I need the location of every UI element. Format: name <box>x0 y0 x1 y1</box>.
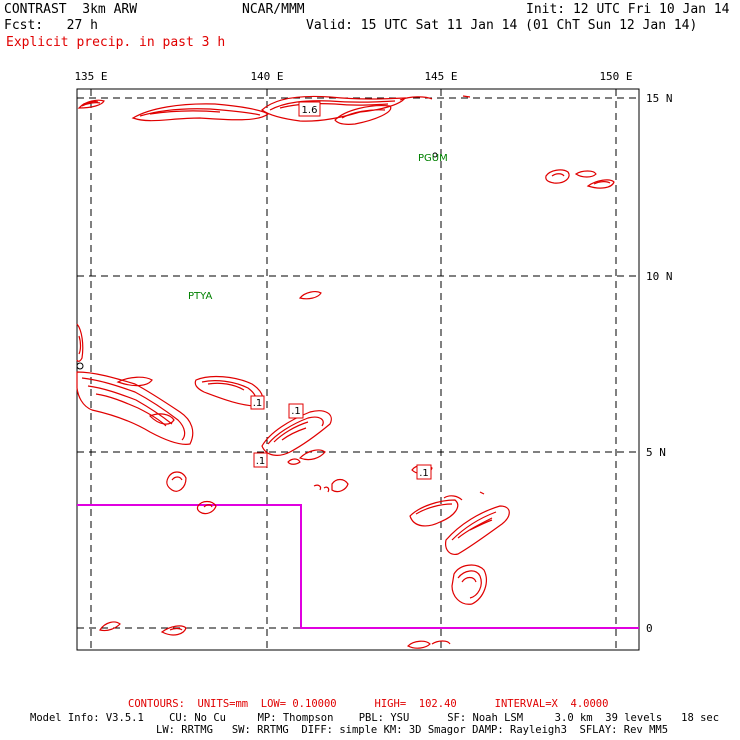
precip-contour <box>76 371 194 445</box>
lat-label-15n: 15 N <box>646 92 673 105</box>
precip-contour <box>298 449 326 461</box>
map-frame <box>76 88 640 651</box>
precip-contour <box>334 105 392 125</box>
precip-contour <box>160 625 187 636</box>
contour-label: .1 <box>419 468 429 479</box>
model-title: CONTRAST 3km ARW <box>4 2 138 17</box>
precip-contour <box>323 486 330 493</box>
precip-contour <box>451 564 487 605</box>
precip-contour <box>406 640 431 649</box>
contour-label: .1 <box>256 456 266 467</box>
model-info-line-1: Model Info: V3.5.1 CU: No Cu MP: Thompso… <box>30 712 720 724</box>
precip-contour <box>83 101 99 105</box>
precip-contour <box>76 323 84 362</box>
precip-contour <box>81 377 186 441</box>
precip-contour <box>166 471 187 492</box>
precip-contour <box>443 495 463 501</box>
precip-contour <box>586 179 615 189</box>
nest-boundary <box>77 504 639 629</box>
precip-contour <box>267 416 324 445</box>
precip-contour <box>99 621 121 632</box>
precip-contour <box>273 421 309 443</box>
precip-contour <box>148 413 175 425</box>
precip-contour <box>261 95 407 122</box>
precip-contour <box>87 385 173 425</box>
precip-contour <box>331 478 349 493</box>
precip-contour <box>551 173 565 177</box>
precip-contour <box>593 181 611 185</box>
precip-contour <box>298 291 322 300</box>
precip-contour <box>78 335 82 355</box>
contour-labels: 1.6 .1 .1 .1 .1 <box>250 101 432 480</box>
model-info-line-2: LW: RRTMG SW: RRTMG DIFF: simple KM: 3D … <box>156 724 669 736</box>
precip-contour <box>409 499 459 527</box>
forecast-hour: Fcst: 27 h <box>4 18 98 33</box>
contour-label-box <box>416 464 432 480</box>
precip-contour <box>171 476 183 481</box>
precip-contour <box>95 393 167 427</box>
station-dot <box>432 152 438 158</box>
precip-contour <box>313 484 322 491</box>
lat-label-10n: 10 N <box>646 270 673 283</box>
lon-label-140: 140 E <box>250 70 283 83</box>
precip-contour <box>457 570 482 599</box>
contour-label-box <box>298 101 321 117</box>
precip-contour <box>461 576 477 583</box>
contour-label: .1 <box>253 398 263 409</box>
precip-contour <box>116 376 153 387</box>
precip-contour <box>269 100 396 111</box>
contour-label: 1.6 <box>302 105 318 116</box>
precip-contour <box>169 627 183 631</box>
contour-label-box <box>253 452 268 468</box>
precip-contour <box>207 382 245 391</box>
precip-contour <box>445 505 510 555</box>
station-markers: PGUM PTYA <box>76 152 448 370</box>
precip-contour <box>341 109 386 119</box>
contour-info: CONTOURS: UNITS=mm LOW= 0.10000 HIGH= 10… <box>128 698 609 710</box>
station-label-ptya: PTYA <box>188 291 212 302</box>
precip-contour <box>462 95 471 98</box>
precip-contour <box>431 640 451 645</box>
precip-contour <box>287 458 301 465</box>
station-label-pgum: PGUM <box>418 153 448 164</box>
precip-contour <box>281 427 307 441</box>
precip-contour <box>81 102 101 107</box>
precip-contours <box>76 95 615 649</box>
valid-time: Valid: 15 UTC Sat 11 Jan 14 (01 ChT Sun … <box>306 18 698 33</box>
precip-contour <box>196 500 217 515</box>
lat-label-5n: 5 N <box>646 446 666 459</box>
precip-contour <box>415 503 453 515</box>
precip-contour <box>261 410 332 456</box>
precip-contour <box>451 511 497 541</box>
island-outline <box>76 362 84 370</box>
precip-contour <box>399 96 433 101</box>
contour-label-box <box>288 403 304 419</box>
precip-contour <box>469 519 493 531</box>
precip-contour <box>545 169 570 184</box>
init-time: Init: 12 UTC Fri 10 Jan 14 <box>526 2 730 17</box>
precip-contour <box>149 110 221 115</box>
lon-label-145: 145 E <box>424 70 457 83</box>
field-title: Explicit precip. in past 3 h <box>6 35 226 50</box>
precip-contour <box>203 504 213 508</box>
lon-label-135: 135 E <box>74 70 107 83</box>
center-title: NCAR/MMM <box>242 2 305 17</box>
graticule <box>77 89 639 650</box>
precip-contour <box>279 103 389 109</box>
lon-label-150: 150 E <box>599 70 632 83</box>
precip-contour <box>479 491 485 495</box>
lat-label-0: 0 <box>646 622 653 635</box>
contour-label-box <box>250 395 265 410</box>
contour-label: .1 <box>291 406 301 417</box>
precip-contour <box>574 170 597 178</box>
precip-contour <box>139 108 261 117</box>
